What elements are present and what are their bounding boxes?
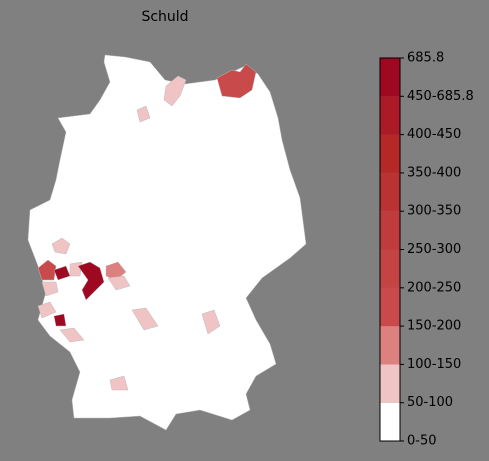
colorbar-tick-label: 685.8 xyxy=(407,51,444,66)
colorbar-segment xyxy=(380,364,400,403)
colorbar-tick-label: 400-450 xyxy=(407,127,461,142)
colorbar-segment xyxy=(380,249,400,288)
region xyxy=(51,237,71,255)
colorbar-tick-label: 450-685.8 xyxy=(407,89,474,104)
colorbar-tick-label: 200-250 xyxy=(407,280,461,295)
colorbar-segment xyxy=(380,172,400,212)
map xyxy=(27,54,307,431)
region xyxy=(109,375,129,391)
colorbar: 0-50 50-100 100-150 150-200 200-250 250-300 30… xyxy=(379,51,474,449)
colorbar-tick-label: 350-400 xyxy=(407,165,461,180)
region xyxy=(201,309,221,335)
colorbar-segment xyxy=(380,287,400,327)
region xyxy=(131,307,159,331)
colorbar-tick-label: 150-200 xyxy=(407,319,461,334)
region xyxy=(136,105,151,123)
colorbar-segment xyxy=(380,58,400,97)
region xyxy=(41,281,59,297)
colorbar-tick-label: 250-300 xyxy=(407,242,461,257)
colorbar-tick-label: 300-350 xyxy=(407,204,461,219)
region xyxy=(163,75,187,107)
region xyxy=(105,261,127,281)
region xyxy=(59,327,85,343)
colorbar-tick-label: 100-150 xyxy=(407,357,461,372)
colorbar-segment xyxy=(380,326,400,365)
colorbar-segment xyxy=(380,211,400,250)
region xyxy=(77,261,105,301)
map-title: Schuld xyxy=(141,9,188,25)
region xyxy=(37,301,57,319)
colorbar-segment xyxy=(380,402,400,441)
country-outline xyxy=(27,54,307,431)
colorbar-segment xyxy=(380,96,400,135)
region xyxy=(53,313,67,327)
region xyxy=(216,63,257,99)
colorbar-segment xyxy=(380,134,400,173)
region xyxy=(107,275,131,291)
colorbar-tick-label: 50-100 xyxy=(407,395,453,410)
colorbar-tick-label: 0-50 xyxy=(407,434,437,449)
